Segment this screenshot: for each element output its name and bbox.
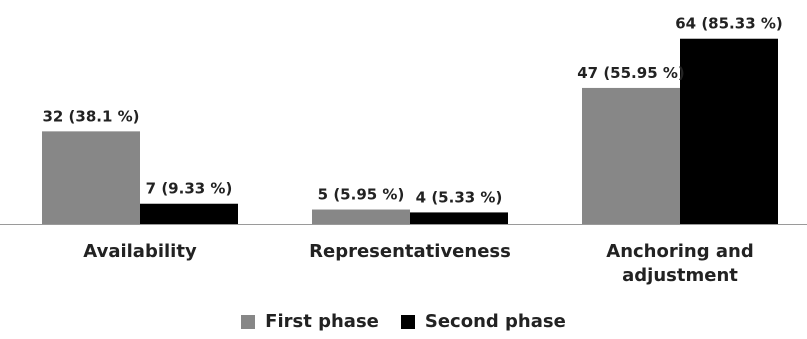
bar-second-phase-representativeness — [410, 212, 508, 224]
data-label-second-phase-availability: 7 (9.33 %) — [146, 180, 233, 198]
legend: First phase Second phase — [0, 311, 807, 332]
legend-label-second-phase: Second phase — [424, 311, 566, 332]
legend-swatch-first-phase — [241, 314, 256, 329]
legend-item-second-phase: Second phase — [400, 311, 566, 332]
bar-chart: 32 (38.1 %) 5 (5.95 %) 47 (55.95 %) 7 (9.33… — [0, 15, 807, 286]
category-label-anchoring-and-adjustment: Anchoring and adjustment — [606, 241, 753, 286]
legend-label-first-phase: First phase — [265, 311, 379, 332]
data-label-first-phase-anchoring-and-adjustment: 47 (55.95 %) — [577, 64, 685, 82]
legend-swatch-second-phase — [400, 314, 415, 329]
bar-first-phase-representativeness — [312, 209, 410, 224]
data-label-second-phase-anchoring-and-adjustment: 64 (85.33 %) — [675, 15, 783, 33]
category-label-availability: Availability — [83, 241, 197, 262]
bars-layer — [42, 38, 778, 224]
data-label-first-phase-availability: 32 (38.1 %) — [42, 107, 139, 125]
data-label-first-phase-representativeness: 5 (5.95 %) — [318, 186, 405, 204]
legend-item-first-phase: First phase — [241, 311, 379, 332]
category-labels-layer: Availability Representativeness Anchoring … — [83, 241, 753, 286]
data-labels-layer: 32 (38.1 %) 5 (5.95 %) 47 (55.95 %) 7 (9.33… — [42, 15, 782, 207]
bar-first-phase-availability — [42, 131, 140, 224]
bar-first-phase-anchoring-and-adjustment — [582, 87, 680, 224]
category-label-representativeness: Representativeness — [309, 241, 511, 262]
bar-second-phase-availability — [140, 203, 238, 224]
bar-second-phase-anchoring-and-adjustment — [680, 38, 778, 224]
data-label-second-phase-representativeness: 4 (5.33 %) — [416, 188, 503, 206]
